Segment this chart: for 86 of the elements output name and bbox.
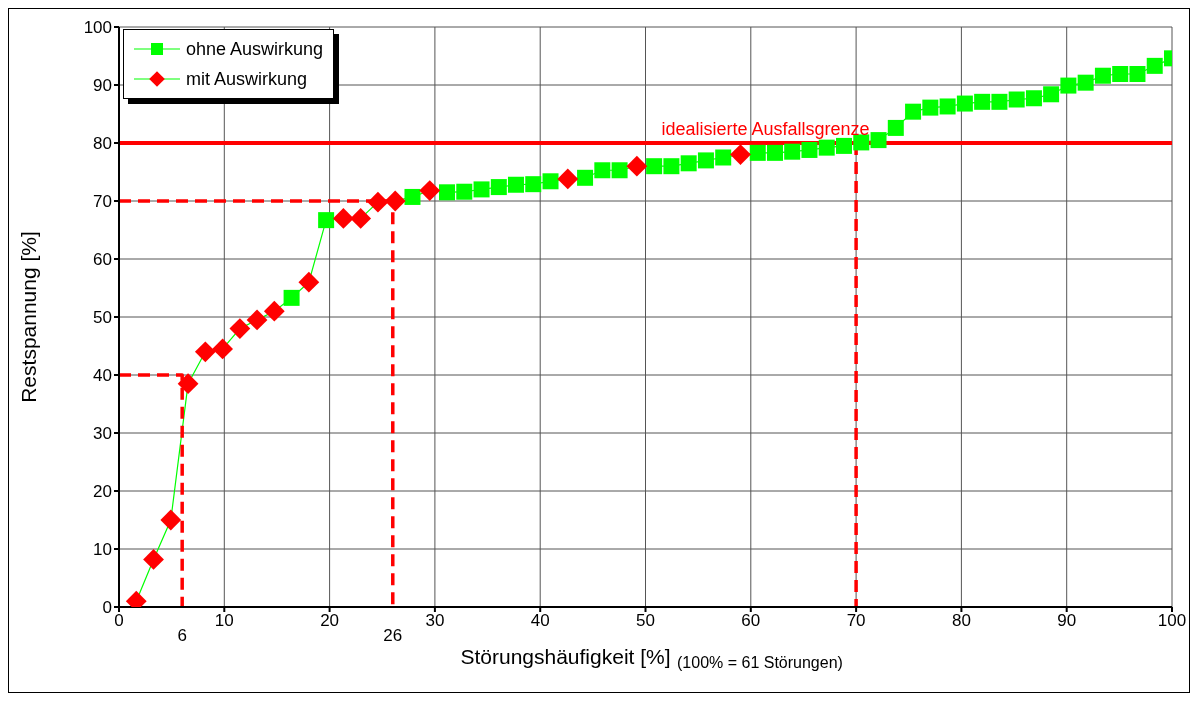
y-tick-label: 50 — [93, 308, 112, 328]
point — [160, 509, 182, 531]
point — [143, 549, 164, 570]
y-tick-label: 10 — [93, 540, 112, 560]
x-tick-label: 100 — [1157, 611, 1187, 631]
annotation: 26 — [383, 626, 403, 646]
point — [594, 162, 611, 179]
point — [956, 95, 973, 112]
point — [332, 208, 354, 229]
x-tick-label: 50 — [636, 611, 655, 631]
x-tick-label: 80 — [951, 611, 971, 631]
point — [870, 132, 887, 149]
point — [1077, 74, 1094, 91]
legend-label: mit Auswirkung — [186, 68, 308, 90]
point — [318, 212, 335, 229]
annotation: 6 — [177, 626, 187, 646]
point — [384, 190, 406, 212]
text: (100% = 61 Störungen) — [677, 654, 843, 671]
point — [246, 309, 268, 331]
point — [939, 98, 956, 115]
point — [922, 99, 939, 116]
point — [525, 176, 542, 193]
point — [419, 180, 441, 201]
y-tick-label: 0 — [102, 598, 112, 618]
point — [1146, 57, 1163, 74]
point — [697, 152, 714, 169]
y-tick-label: 40 — [93, 366, 112, 386]
point — [456, 183, 473, 200]
point — [1112, 65, 1129, 82]
point — [680, 155, 697, 172]
point — [439, 184, 456, 201]
point — [611, 162, 628, 179]
point — [298, 271, 320, 293]
point — [784, 143, 801, 160]
point — [1025, 90, 1042, 107]
point — [577, 169, 594, 186]
x-tick-label: 60 — [741, 611, 761, 631]
legend-label: ohne Auswirkung — [186, 38, 324, 60]
x-tick-label: 20 — [320, 611, 340, 631]
y-tick-label: 80 — [93, 134, 112, 154]
point — [177, 373, 199, 395]
y-tick-label: 70 — [93, 192, 112, 212]
point — [283, 289, 300, 306]
point — [749, 144, 766, 161]
point — [229, 318, 251, 339]
y-tick-label: 20 — [93, 482, 112, 502]
point — [507, 176, 524, 193]
point — [646, 158, 663, 175]
point — [557, 168, 579, 190]
point — [626, 155, 648, 177]
point — [1008, 91, 1025, 108]
point — [194, 341, 216, 363]
ref-line-label: idealisierte Ausfallsgrenze — [661, 119, 870, 139]
point — [663, 158, 680, 175]
point — [404, 188, 421, 205]
point — [991, 93, 1008, 110]
point — [974, 93, 991, 110]
point — [367, 191, 389, 213]
x-tick-label: 40 — [530, 611, 550, 631]
point — [490, 179, 507, 196]
point — [542, 173, 559, 190]
y-tick-label: 60 — [93, 250, 112, 270]
point — [1043, 86, 1060, 103]
point — [730, 144, 751, 165]
point — [715, 149, 732, 166]
x-tick-label: 90 — [1057, 611, 1077, 631]
y-axis-title: Restspannung [%] — [17, 231, 41, 403]
point — [818, 139, 835, 156]
point — [767, 144, 784, 161]
x-tick-label: 10 — [214, 611, 234, 631]
point — [350, 208, 372, 229]
point — [887, 119, 904, 136]
point — [1060, 77, 1077, 94]
x-tick-label: 30 — [425, 611, 445, 631]
x-axis-title: Störungshäufigkeit [%] — [460, 645, 671, 668]
point — [1129, 65, 1146, 82]
y-tick-label: 100 — [83, 18, 112, 38]
point — [473, 181, 490, 198]
point — [905, 103, 922, 120]
point — [263, 300, 285, 322]
point — [801, 141, 818, 158]
y-tick-label: 30 — [93, 424, 112, 444]
y-tick-label: 90 — [93, 76, 112, 96]
point — [1094, 67, 1111, 84]
x-tick-label: 70 — [846, 611, 866, 631]
point — [212, 338, 234, 360]
